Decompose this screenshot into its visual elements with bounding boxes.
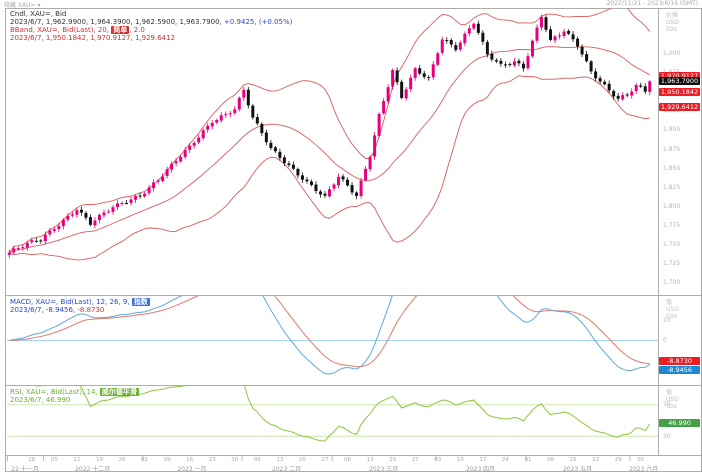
macd-value-label: 2023/6/7, -8.9456, bbox=[10, 306, 78, 314]
price-axis-label: 1,700 bbox=[663, 278, 681, 286]
price-axis-label: 1,775 bbox=[663, 221, 681, 229]
time-axis-day: 06 bbox=[344, 457, 352, 463]
price-axis-label: 2,000 bbox=[663, 50, 681, 58]
time-axis-day: 27 bbox=[411, 457, 419, 463]
time-axis-month: 2022 十二月 bbox=[75, 466, 111, 472]
price-axis-label: 1,875 bbox=[663, 145, 681, 153]
time-axis-day: 05 bbox=[50, 457, 58, 463]
macd-axis-label: 0 bbox=[663, 337, 667, 344]
axis-unit-label: USD bbox=[666, 306, 679, 313]
main-pane-legend: Cndl, XAU=, Bid 2023/6/7, 1,962.9900, 1,… bbox=[10, 10, 293, 42]
time-axis-day: 24 bbox=[501, 457, 509, 463]
price-axis-label: 1,825 bbox=[663, 183, 681, 191]
time-axis-day: 01 bbox=[524, 457, 532, 463]
rsi-value-badge: 46.990 bbox=[659, 418, 700, 427]
time-axis-day: 23 bbox=[208, 457, 216, 463]
rsi-value-label: 2023/6/7, 46.990 bbox=[10, 396, 71, 404]
time-axis-day: 12 bbox=[73, 457, 81, 463]
time-axis-day: 30 bbox=[231, 457, 239, 463]
time-axis-day: 08 bbox=[547, 457, 554, 463]
lower-band-badge: 1,929.6412 bbox=[659, 103, 700, 112]
time-axis-day: 16 bbox=[186, 457, 194, 463]
time-axis-month: 2023 一月 bbox=[177, 466, 207, 472]
time-axis-day: 13 bbox=[366, 457, 374, 463]
rsi-axis-label: 30 bbox=[663, 432, 671, 440]
time-axis-day: 17 bbox=[479, 457, 487, 463]
macd-signal-badge: -8.8730 bbox=[659, 357, 700, 365]
date-range-label: 2022/11/21 - 2023/6/16 (GMT) bbox=[606, 0, 698, 7]
macd-value-badge: -8.9456 bbox=[659, 365, 700, 374]
bband-values-label: 2023/6/7, 1,950.1842, 1,970.9127, 1,929.… bbox=[10, 34, 176, 42]
time-axis-day: 22 bbox=[592, 457, 600, 463]
time-axis-day: 03 bbox=[434, 457, 442, 463]
bband-series-label[interactable]: BBand, XAU=, Bid(Last), 20, bbox=[10, 26, 112, 34]
price-axis-label: 1,725 bbox=[663, 259, 681, 267]
axis-unit-label: 价格 bbox=[666, 12, 679, 19]
upper-band-badge: 1,970.9127 bbox=[659, 71, 700, 80]
price-axis-label: 1,800 bbox=[663, 202, 681, 210]
axis-unit-label: 值 bbox=[666, 389, 673, 396]
price-axis-label: 1,900 bbox=[663, 126, 681, 134]
ohlc-values-label: 2023/6/7, 1,962.9900, 1,964.3900, 1,962.… bbox=[10, 18, 225, 26]
axis-unit-label: USD bbox=[666, 396, 679, 403]
macd-series-label[interactable]: MACD, XAU=, Bid(Last), 12, 26, 9, bbox=[10, 298, 132, 306]
price-change-label: +0.9425, (+0.05%) bbox=[224, 18, 293, 26]
time-axis-day: 06 bbox=[253, 457, 261, 463]
rsi-series-label[interactable]: RSI, XAU=, Bid(Last), 14, bbox=[10, 388, 100, 396]
window-top-strip: 隐藏 XAU= ▾ 2022/11/21 - 2023/6/16 (GMT) bbox=[0, 0, 702, 9]
macd-axis-label: 10 bbox=[663, 316, 671, 324]
time-axis-day: 02 bbox=[141, 457, 149, 463]
bband-ma-type-chip[interactable]: 简单 bbox=[111, 26, 130, 34]
time-axis-day: 19 bbox=[95, 457, 103, 463]
rsi-smoothing-chip[interactable]: 威尔德平滑 bbox=[99, 388, 139, 396]
time-axis-month: 2023 六月 bbox=[629, 466, 659, 472]
time-axis-day: 05 bbox=[637, 457, 645, 463]
time-axis-month: 2023 四月 bbox=[466, 466, 496, 472]
time-axis-day: 13 bbox=[276, 457, 284, 463]
price-axis-label: 1,750 bbox=[663, 240, 681, 248]
time-axis-day: 10 bbox=[456, 457, 464, 463]
time-axis-day: 15 bbox=[569, 457, 577, 463]
time-axis-day: 20 bbox=[298, 457, 306, 463]
time-axis-month: 2023 二月 bbox=[272, 466, 302, 472]
last-price-badge: 1,963.7900 bbox=[659, 77, 700, 86]
axis-unit-label: Ozs bbox=[666, 26, 677, 33]
macd-ma-type-chip[interactable]: 指数 bbox=[131, 298, 150, 306]
candle-series-label[interactable]: Cndl, XAU=, Bid bbox=[10, 10, 67, 18]
axis-unit-label: USD bbox=[666, 19, 679, 26]
time-axis-month: 2023 五月 bbox=[562, 466, 593, 472]
hide-instrument-control[interactable]: 隐藏 XAU= ▾ bbox=[4, 2, 41, 9]
macd-signal-label: -8.8730 bbox=[77, 306, 105, 314]
axis-unit-label: Ozs bbox=[666, 403, 677, 410]
mid-band-badge: 1,950.1842 bbox=[659, 87, 700, 96]
time-axis-month: 22 十一月 bbox=[11, 466, 39, 472]
time-axis-month: 2023 三月 bbox=[369, 466, 399, 472]
time-axis-day: 20 bbox=[389, 457, 397, 463]
time-axis-day: 26 bbox=[118, 457, 126, 463]
rsi-pane-legend: RSI, XAU=, Bid(Last), 14, 威尔德平滑 2023/6/7… bbox=[10, 388, 139, 404]
time-axis-day: 09 bbox=[163, 457, 171, 463]
time-axis-day: 28 bbox=[28, 457, 36, 463]
price-axis-label: 1,850 bbox=[663, 164, 681, 172]
axis-unit-label: 值 bbox=[666, 299, 673, 306]
time-axis-day: 27 bbox=[321, 457, 329, 463]
macd-pane-legend: MACD, XAU=, Bid(Last), 12, 26, 9, 指数 202… bbox=[10, 298, 150, 314]
axis-unit-label: Ozs bbox=[666, 313, 677, 320]
rsi-axis-label: 70 bbox=[663, 401, 671, 409]
time-axis-day: 29 bbox=[614, 457, 622, 463]
